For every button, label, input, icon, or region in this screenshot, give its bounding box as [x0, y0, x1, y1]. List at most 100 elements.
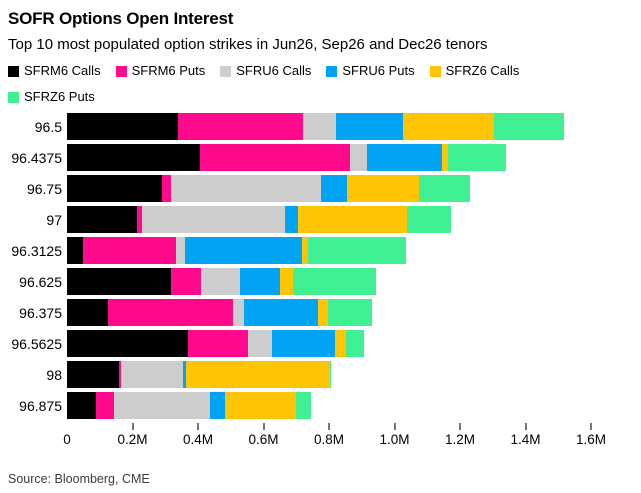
- bar-segment-sfru6-calls: [141, 206, 285, 233]
- bar-track: [67, 206, 591, 233]
- bar-segment-sfrm6-puts: [96, 392, 114, 419]
- bar-segment-sfru6-calls: [200, 268, 241, 295]
- legend-swatch-sfrz6-puts: [8, 91, 19, 103]
- bar-segment-sfrm6-calls: [67, 268, 172, 295]
- bar-track: [67, 268, 591, 295]
- legend-swatch-sfrz6-calls: [429, 65, 441, 77]
- x-tick-mark: [590, 423, 592, 430]
- legend-label: SFRM6 Calls: [24, 63, 101, 78]
- x-axis: 0 0.2M 0.4M 0.6M 0.8M 1.0M 1.2M 1.4M 1.6M: [63, 421, 606, 451]
- bar-segment-sfru6-puts: [367, 144, 443, 171]
- category-label: 98: [46, 366, 62, 383]
- bar-segment-sfru6-calls: [171, 175, 322, 202]
- legend-label: SFRZ6 Puts: [24, 89, 95, 104]
- legend-item-sfrm6-puts: SFRM6 Puts: [115, 63, 206, 78]
- bar-segment-sfru6-puts: [272, 330, 336, 357]
- x-tick-label: 0.8M: [313, 432, 345, 447]
- bar-track: [67, 144, 591, 171]
- bar-segment-sfrm6-puts: [177, 113, 304, 140]
- bar-segment-sfrz6-calls: [301, 237, 308, 264]
- x-tick-label: 1.2M: [444, 432, 476, 447]
- bar-row-96-875: 96.875: [8, 390, 633, 421]
- bar-segment-sfrz6-puts: [329, 361, 331, 388]
- category-label: 96.5: [34, 118, 62, 135]
- bar-segment-sfru6-calls: [176, 237, 185, 264]
- bar-track: [67, 392, 591, 419]
- x-tick-label: 1.6M: [575, 432, 607, 447]
- bar-track: [67, 299, 591, 326]
- bar-segment-sfrz6-puts: [292, 268, 377, 295]
- bar-segment-sfrm6-puts: [187, 330, 248, 357]
- bar-row-96-3125: 96.3125: [8, 235, 633, 266]
- x-tick-label: 0.2M: [117, 432, 148, 447]
- bar-track: [67, 175, 591, 202]
- bar-segment-sfrm6-calls: [67, 330, 188, 357]
- category-label: 96.375: [19, 304, 62, 321]
- bar-segment-sfrm6-calls: [67, 237, 84, 264]
- category-label: 96.4375: [11, 149, 62, 166]
- bar-segment-sfrz6-puts: [448, 144, 507, 171]
- legend-swatch-sfrm6-calls: [8, 65, 19, 77]
- bar-segment-sfrz6-puts: [308, 237, 407, 264]
- bar-segment-sfru6-calls: [233, 299, 245, 326]
- bar-segment-sfru6-puts: [184, 237, 302, 264]
- bar-row-96-75: 96.75: [8, 173, 633, 204]
- legend-item-sfrz6-puts: SFRZ6 Puts: [8, 90, 95, 104]
- category-label: 96.5625: [11, 335, 62, 352]
- x-tick-label: 0.6M: [248, 432, 279, 447]
- legend-item-sfrz6-calls: SFRZ6 Calls: [429, 64, 519, 78]
- bar-row-98: 98: [8, 359, 633, 390]
- bar-row-96-5: 96.5: [8, 111, 633, 142]
- legend-swatch-sfru6-calls: [220, 65, 232, 77]
- x-tick-mark: [524, 423, 527, 430]
- x-tick-label: 1.0M: [379, 432, 410, 447]
- bar-segment-sfru6-puts: [240, 268, 280, 295]
- bar-segment-sfrm6-calls: [67, 392, 97, 419]
- bar-segment-sfru6-puts: [209, 392, 225, 419]
- legend-label: SFRU6 Puts: [342, 63, 415, 78]
- bar-row-96-625: 96.625: [8, 266, 633, 297]
- legend-label: SFRU6 Calls: [236, 63, 312, 78]
- legend-item-sfrm6-calls: SFRM6 Calls: [8, 64, 101, 78]
- bar-segment-sfrm6-puts: [137, 206, 142, 233]
- bar-segment-sfru6-calls: [247, 330, 273, 357]
- bar-segment-sfrz6-calls: [224, 392, 296, 419]
- bar-segment-sfrz6-calls: [335, 330, 347, 357]
- bar-segment-sfru6-calls: [349, 144, 368, 171]
- legend-item-sfru6-calls: SFRU6 Calls: [220, 64, 311, 78]
- x-tick-mark: [328, 423, 330, 430]
- bar-segment-sfrz6-puts: [346, 330, 364, 357]
- x-tick-mark: [262, 423, 265, 430]
- bar-segment-sfrz6-puts: [493, 113, 564, 140]
- bar-segment-sfrm6-puts: [83, 237, 177, 264]
- bar-track: [67, 237, 591, 264]
- chart-subtitle: Top 10 most populated option strikes in …: [8, 36, 488, 54]
- category-label: 96.75: [26, 180, 62, 197]
- bar-segment-sfrz6-puts: [327, 299, 372, 326]
- plot-area: 96.5 96.4375 96.75 97 96.3125 96.625 96.375 96.…: [8, 111, 633, 421]
- x-tick-mark: [459, 423, 461, 430]
- bar-row-96-5625: 96.5625: [8, 328, 633, 359]
- legend: SFRM6 Calls SFRM6 Puts SFRU6 Calls SFRU6 Pu…: [8, 64, 633, 104]
- legend-label: SFRM6 Puts: [131, 63, 206, 78]
- bar-segment-sfrz6-puts: [418, 175, 471, 202]
- bar-segment-sfrz6-puts: [295, 392, 311, 419]
- bar-segment-sfrm6-calls: [67, 206, 138, 233]
- chart-title: SOFR Options Open Interest: [8, 9, 234, 28]
- bar-segment-sfrz6-calls: [185, 361, 330, 388]
- bar-segment-sfru6-puts: [336, 113, 403, 140]
- category-label: 96.875: [19, 397, 62, 414]
- category-label: 96.3125: [11, 242, 62, 259]
- legend-item-sfru6-puts: SFRU6 Puts: [326, 63, 415, 78]
- bar-segment-sfrz6-calls: [347, 175, 419, 202]
- bar-segment-sfrm6-calls: [67, 299, 108, 326]
- bar-segment-sfru6-puts: [244, 299, 318, 326]
- category-label: 97: [46, 211, 62, 228]
- category-label: 96.625: [19, 273, 62, 290]
- bar-segment-sfrm6-calls: [67, 361, 119, 388]
- bar-row-96-375: 96.375: [8, 297, 633, 328]
- bar-segment-sfrm6-calls: [67, 113, 178, 140]
- x-tick-mark: [131, 423, 134, 430]
- bar-segment-sfrz6-calls: [442, 144, 449, 171]
